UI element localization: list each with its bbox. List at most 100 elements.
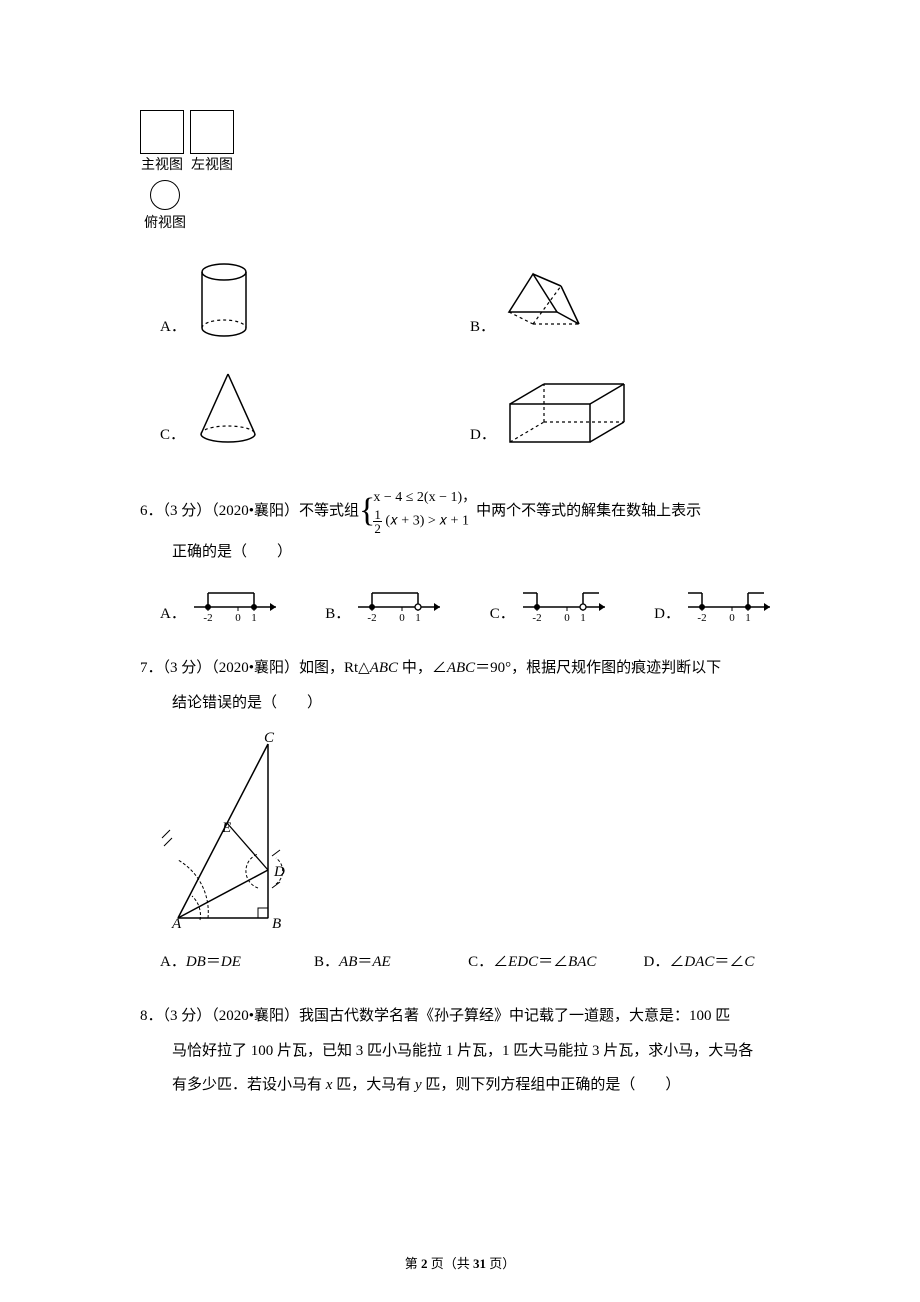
q6-opt-d-label: D． — [654, 602, 680, 623]
numberline-b-icon: -2 0 1 — [354, 583, 450, 623]
front-view-label: 主视图 — [140, 154, 184, 174]
q7d-mid: DAC — [684, 954, 714, 970]
footer-total: 31 — [473, 1256, 486, 1271]
q6-opt-b: B． -2 0 1 — [325, 583, 450, 623]
svg-text:-2: -2 — [368, 612, 377, 623]
q6-ineq2-tail: (𝑥 + 3) > 𝑥 + 1 — [385, 513, 469, 528]
q6-line-end: 正确的是（ ） — [172, 535, 780, 570]
front-view-square — [140, 110, 184, 154]
q8-line2: 马恰好拉了 100 片瓦，已知 3 匹小马能拉 1 片瓦，1 匹大马能拉 3 片… — [172, 1034, 780, 1069]
q7a-eq: ＝ — [206, 954, 221, 970]
q7-opt-b: B．AB＝AE — [314, 950, 468, 971]
front-view-group: 主视图 — [140, 110, 184, 174]
svg-text:0: 0 — [400, 612, 406, 623]
option-letter-b: B． — [470, 315, 495, 340]
svg-text:E: E — [221, 820, 231, 836]
cone-icon — [193, 370, 263, 448]
q7b-post: AE — [372, 954, 390, 970]
q6-system-lines: x − 4 ≤ 2(x − 1)， 1 2 (𝑥 + 3) > 𝑥 + 1 — [373, 488, 476, 535]
q6-fraction: 1 2 — [373, 508, 382, 535]
svg-text:0: 0 — [729, 612, 735, 623]
q7a-post: DE — [221, 954, 241, 970]
q7-figure: A B C D E — [160, 730, 780, 930]
svg-text:1: 1 — [251, 612, 257, 623]
svg-text:1: 1 — [745, 612, 751, 623]
svg-text:C: C — [264, 730, 275, 746]
q6-opt-d: D． -2 0 1 — [654, 583, 780, 623]
q7-abc: ABC — [370, 660, 398, 676]
q7c-eq: ＝∠ — [538, 954, 568, 970]
left-view-square — [190, 110, 234, 154]
cuboid-icon — [504, 378, 634, 448]
q6-suffix: 中两个不等式的解集在数轴上表示 — [476, 499, 701, 523]
q7-block: 7．（3 分）（2020•襄阳）如图，Rt△ABC 中，∠ABC＝90°，根据尺… — [140, 651, 780, 971]
numberline-c-icon: -2 0 1 — [519, 583, 615, 623]
q6-opt-a: A． -2 0 1 — [160, 583, 286, 623]
q7-abc2: ABC — [447, 660, 475, 676]
views-row-top: 主视图 左视图 — [140, 110, 780, 174]
q7a-mid: DB — [186, 954, 206, 970]
q7-options-row: A．DB＝DE B．AB＝AE C．∠EDC＝∠BAC D．∠DAC＝∠C — [160, 950, 780, 971]
q7-opt-c: C．∠EDC＝∠BAC — [468, 950, 643, 971]
svg-text:0: 0 — [564, 612, 570, 623]
left-view-label: 左视图 — [190, 154, 234, 174]
q7c-mid: EDC — [508, 954, 538, 970]
q6-opt-c: C． -2 0 1 — [490, 583, 615, 623]
option-letter-a: A． — [160, 315, 186, 340]
views-row-bottom: 俯视图 — [143, 180, 187, 232]
q5-option-a: A． — [160, 262, 470, 340]
svg-text:1: 1 — [416, 612, 422, 623]
q7-text2: 中，∠ — [398, 660, 447, 676]
q6-opt-b-label: B． — [325, 602, 350, 623]
q7c-post: BAC — [568, 954, 596, 970]
q5-option-b: B． — [470, 262, 780, 340]
footer-mid: 页（共 — [427, 1256, 473, 1271]
svg-text:-2: -2 — [203, 612, 212, 623]
q7-opt-d: D．∠DAC＝∠C — [644, 950, 780, 971]
top-view-label: 俯视图 — [143, 212, 187, 232]
q7b-pre: B． — [314, 954, 339, 970]
q6-system-brace: { x − 4 ≤ 2(x − 1)， 1 2 (𝑥 + 3) > 𝑥 + 1 — [359, 488, 476, 535]
svg-text:-2: -2 — [697, 612, 706, 623]
q7-line2: 结论错误的是（ ） — [172, 686, 780, 721]
q7b-mid: AB — [339, 954, 357, 970]
q6-ineq2: 1 2 (𝑥 + 3) > 𝑥 + 1 — [373, 508, 476, 535]
q6-opt-a-label: A． — [160, 602, 186, 623]
page-container: { "views": { "front_label": "主视图", "left… — [0, 0, 920, 1302]
q6-line1: 6．（3 分）（2020•襄阳）不等式组 { x − 4 ≤ 2(x − 1)，… — [140, 488, 780, 535]
footer-post: 页） — [486, 1256, 515, 1271]
three-views-block: 主视图 左视图 俯视图 — [140, 110, 780, 232]
prism-icon — [503, 268, 583, 340]
q7-line1: 7．（3 分）（2020•襄阳）如图，Rt△ABC 中，∠ABC＝90°，根据尺… — [140, 651, 780, 686]
top-view-circle — [150, 180, 180, 210]
cylinder-icon — [194, 262, 254, 340]
q7-opt-a: A．DB＝DE — [160, 950, 314, 971]
q6-opt-c-label: C． — [490, 602, 515, 623]
q7d-pre: D．∠ — [644, 954, 685, 970]
q5-option-d: D． — [470, 370, 780, 448]
q6-options-row: A． -2 0 1 B． — [160, 583, 780, 623]
q6-frac-den: 2 — [373, 522, 382, 535]
triangle-construction-icon: A B C D E — [160, 730, 310, 930]
q8-block: 8．（3 分）（2020•襄阳）我国古代数学名著《孙子算经》中记载了一道题，大意… — [140, 999, 780, 1103]
svg-text:D: D — [273, 864, 285, 880]
q7a-pre: A． — [160, 954, 186, 970]
q7d-eq: ＝∠ — [714, 954, 744, 970]
q5-options-grid: A． B． C． — [160, 262, 780, 448]
left-view-group: 左视图 — [190, 110, 234, 174]
q7d-post: C — [744, 954, 754, 970]
q6-prefix: 6．（3 分）（2020•襄阳）不等式组 — [140, 499, 359, 523]
q8-l3b: 匹，大马有 — [332, 1077, 415, 1093]
svg-text:1: 1 — [580, 612, 586, 623]
numberline-a-icon: -2 0 1 — [190, 583, 286, 623]
q8-l3c: 匹，则下列方程组中正确的是（ ） — [422, 1077, 681, 1093]
page-footer: 第 2 页（共 31 页） — [0, 1253, 920, 1272]
q8-l3a: 有多少匹．若设小马有 — [172, 1077, 326, 1093]
svg-text:A: A — [171, 916, 182, 930]
q7b-eq: ＝ — [357, 954, 372, 970]
svg-text:0: 0 — [235, 612, 241, 623]
option-letter-c: C． — [160, 423, 185, 448]
q8-line1: 8．（3 分）（2020•襄阳）我国古代数学名著《孙子算经》中记载了一道题，大意… — [140, 999, 780, 1034]
q6-ineq1: x − 4 ≤ 2(x − 1)， — [373, 488, 476, 508]
q5-option-c: C． — [160, 370, 470, 448]
